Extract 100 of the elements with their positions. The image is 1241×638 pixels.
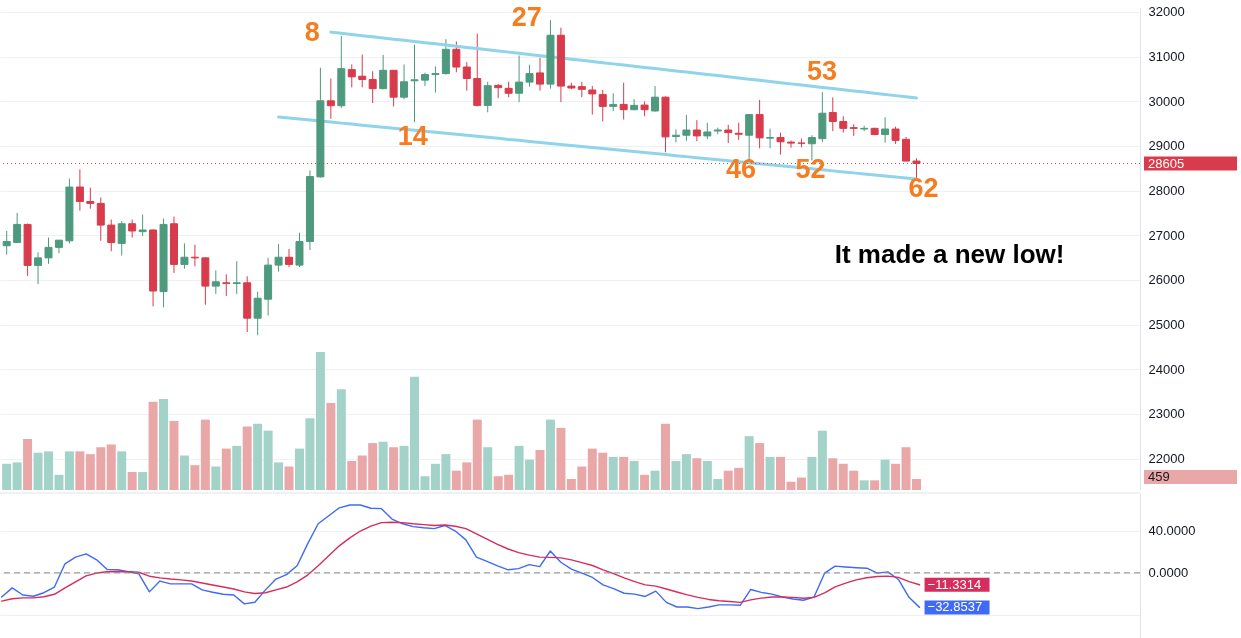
- candlestick: [786, 140, 795, 149]
- bar: [765, 456, 775, 490]
- candlestick: [536, 57, 544, 92]
- candlestick: [420, 72, 429, 87]
- candlestick: [295, 232, 304, 268]
- bar: [336, 389, 346, 490]
- y-tick-label: 22000: [1148, 451, 1185, 467]
- candlestick: [347, 63, 356, 88]
- bar: [169, 421, 179, 490]
- bar: [535, 449, 545, 490]
- bar: [159, 398, 169, 490]
- candlestick: [75, 168, 84, 212]
- candlestick: [682, 114, 691, 142]
- candlestick: [410, 44, 419, 123]
- candlestick: [86, 187, 95, 210]
- bar: [692, 458, 702, 490]
- bar: [891, 463, 901, 490]
- candlestick: [515, 55, 524, 103]
- candlestick: [766, 128, 775, 149]
- bar: [232, 445, 242, 490]
- line-series: [0, 521, 921, 604]
- bar: [148, 401, 158, 490]
- bar: [608, 456, 618, 490]
- candlestick: [692, 119, 701, 142]
- bar: [681, 454, 691, 490]
- candlestick: [525, 64, 534, 88]
- data-label: −32.8537: [927, 599, 983, 615]
- candlestick: [211, 269, 220, 295]
- annotation: It made a new low!: [834, 238, 1065, 269]
- line-series: [329, 30, 918, 100]
- y-tick-label: 40.0000: [1148, 523, 1196, 539]
- candlestick: [138, 214, 147, 237]
- candlestick: [598, 89, 607, 122]
- bar: [242, 426, 252, 490]
- bar: [619, 456, 629, 490]
- y-tick-label: 23000: [1148, 406, 1185, 422]
- candlestick: [274, 243, 283, 273]
- bar: [179, 455, 189, 490]
- bar: [117, 451, 127, 490]
- candlestick: [462, 61, 471, 92]
- y-tick-label: 24000: [1148, 361, 1185, 377]
- bar: [556, 427, 566, 490]
- bar: [75, 451, 85, 490]
- bar: [127, 472, 137, 490]
- candlestick: [881, 116, 890, 144]
- line-series: [0, 504, 921, 610]
- candlestick: [452, 40, 461, 73]
- bar: [378, 441, 388, 490]
- bar: [650, 470, 660, 490]
- bar: [796, 477, 806, 490]
- candlestick: [828, 96, 837, 132]
- y-tick-label: 26000: [1148, 272, 1185, 288]
- annotation: 8: [304, 17, 320, 48]
- bar: [389, 447, 399, 490]
- candlestick: [232, 260, 241, 295]
- candlestick: [190, 244, 199, 267]
- candlestick: [630, 98, 639, 111]
- candlestick: [34, 251, 43, 285]
- bar: [200, 419, 210, 490]
- candlestick: [619, 82, 628, 121]
- bar: [2, 463, 12, 490]
- annotation: 14: [397, 121, 428, 152]
- bar: [828, 458, 838, 490]
- bar: [315, 352, 325, 490]
- candlestick: [724, 124, 733, 144]
- bar: [472, 419, 482, 490]
- candlestick: [96, 197, 105, 242]
- candlestick: [285, 248, 294, 268]
- candlestick: [651, 85, 660, 113]
- bar: [807, 456, 817, 490]
- bar: [640, 474, 650, 490]
- bar: [483, 447, 493, 490]
- bar: [211, 466, 221, 490]
- annotation: 46: [725, 153, 757, 184]
- annotation: 52: [795, 153, 826, 184]
- bar: [755, 443, 765, 490]
- data-label: −11.3314: [927, 576, 982, 592]
- y-tick-label: 28000: [1148, 183, 1185, 199]
- bar: [744, 436, 754, 490]
- bar: [64, 451, 74, 490]
- text: 459: [1148, 468, 1170, 484]
- bar: [23, 438, 33, 490]
- candlestick: [2, 230, 11, 256]
- candlestick: [326, 78, 335, 120]
- bar: [253, 423, 263, 490]
- candlestick: [107, 219, 116, 252]
- bar: [817, 430, 827, 490]
- candlestick: [44, 237, 53, 265]
- y-tick-label: 0.0000: [1148, 565, 1189, 581]
- y-tick-label: 25000: [1148, 317, 1185, 333]
- annotation: 27: [511, 2, 542, 33]
- bar: [12, 462, 22, 490]
- bar: [870, 480, 880, 490]
- candlestick: [117, 220, 126, 257]
- y-tick-label: 32000: [1148, 4, 1185, 20]
- candlestick: [588, 85, 597, 116]
- bar: [190, 465, 200, 490]
- y-tick-label: 30000: [1148, 93, 1185, 109]
- candlestick: [379, 54, 388, 90]
- candlestick: [776, 132, 785, 156]
